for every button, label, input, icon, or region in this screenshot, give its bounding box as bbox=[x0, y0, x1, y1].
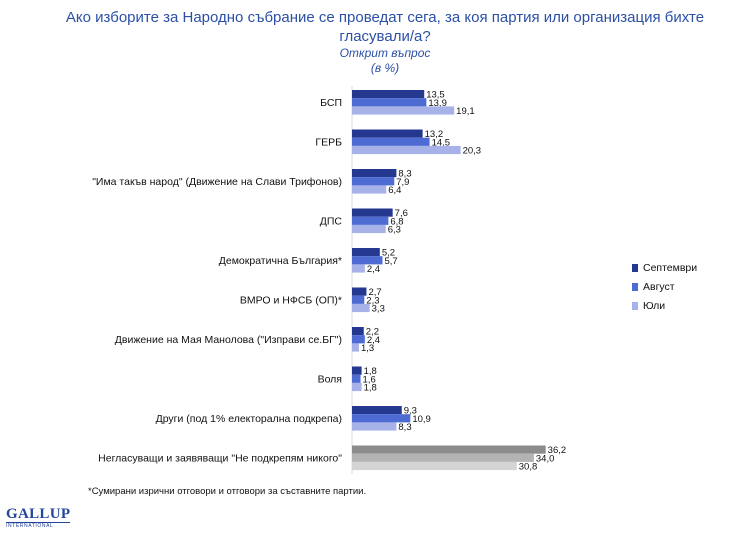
category-label: Движение на Мая Манолова ("Изправи се.БГ… bbox=[115, 334, 342, 346]
category-label: Негласуващи и заявяващи "Не подкрепям ни… bbox=[98, 452, 342, 464]
value-label: 30,8 bbox=[519, 462, 538, 473]
value-label: 19,1 bbox=[456, 106, 475, 117]
legend-swatch-august bbox=[632, 282, 638, 291]
value-label: 5,2 bbox=[382, 248, 395, 259]
value-label: 6,3 bbox=[388, 225, 401, 236]
title-block: Ако изборите за Народно събрание се пров… bbox=[40, 8, 730, 76]
bar-august bbox=[352, 374, 361, 383]
value-label: 14,5 bbox=[432, 137, 451, 148]
value-label: 13,9 bbox=[428, 98, 447, 109]
value-label: 7,6 bbox=[395, 208, 408, 219]
legend-label-july: Юли bbox=[643, 299, 666, 312]
bar-september bbox=[352, 327, 364, 336]
bar-august bbox=[352, 137, 430, 146]
bar-september bbox=[352, 366, 362, 375]
legend-label-august: Август bbox=[643, 280, 675, 293]
bar-august bbox=[352, 295, 365, 304]
logo-text: GALLUP bbox=[6, 506, 71, 522]
value-label: 8,3 bbox=[398, 422, 411, 433]
legend-item-september: Септември bbox=[632, 258, 712, 277]
value-label: 13,2 bbox=[425, 129, 444, 140]
value-label: 5,7 bbox=[384, 256, 397, 267]
value-label: 6,4 bbox=[388, 185, 401, 196]
value-label: 8,3 bbox=[398, 169, 411, 180]
bar-august bbox=[352, 453, 534, 462]
value-label: 2,4 bbox=[367, 335, 380, 346]
legend-item-july: Юли bbox=[632, 296, 712, 315]
value-label: 1,8 bbox=[364, 383, 377, 394]
logo-subtext: INTERNATIONAL bbox=[6, 522, 70, 529]
category-label: Воля bbox=[318, 373, 342, 385]
value-label: 36,2 bbox=[548, 445, 567, 456]
bar-september bbox=[352, 406, 402, 415]
bar-september bbox=[352, 208, 393, 217]
value-label: 10,9 bbox=[412, 414, 431, 425]
bar-july bbox=[352, 303, 370, 313]
legend-swatch-september bbox=[632, 263, 638, 272]
value-label: 2,2 bbox=[366, 327, 379, 338]
value-label: 9,3 bbox=[404, 406, 417, 417]
legend-swatch-july bbox=[632, 301, 638, 310]
legend-item-august: Август bbox=[632, 277, 712, 296]
bar-september bbox=[352, 287, 367, 296]
bar-july bbox=[352, 264, 365, 273]
category-label: ДПС bbox=[320, 215, 343, 227]
bar-august bbox=[352, 177, 395, 186]
value-label: 1,8 bbox=[364, 366, 377, 377]
bar-august bbox=[352, 256, 383, 265]
chart-subtitle-line1: Открит въпрос bbox=[339, 46, 431, 60]
category-label: ВМРО и НФСБ (ОП)* bbox=[240, 294, 342, 306]
bar-september bbox=[352, 129, 423, 138]
category-label: Демократична България* bbox=[219, 255, 342, 267]
chart-subtitle-line2: (в %) bbox=[370, 61, 400, 75]
value-label: 34,0 bbox=[536, 453, 555, 464]
bar-july bbox=[352, 145, 461, 155]
legend-label-september: Септември bbox=[643, 261, 698, 274]
gallup-logo: GALLUP INTERNATIONAL bbox=[6, 507, 70, 529]
bar-september bbox=[352, 169, 397, 178]
category-label: "Има такъв народ" (Движение на Слави Три… bbox=[92, 176, 342, 188]
value-label: 2,7 bbox=[368, 287, 381, 298]
value-label: 7,9 bbox=[396, 177, 409, 188]
bar-august bbox=[352, 216, 389, 225]
category-label: БСП bbox=[320, 97, 342, 109]
bar-august bbox=[352, 98, 427, 107]
bar-september bbox=[352, 445, 546, 454]
bar-august bbox=[352, 335, 365, 344]
value-label: 1,6 bbox=[363, 374, 376, 385]
bar-july bbox=[352, 461, 517, 471]
category-label: Други (под 1% електорална подкрепа) bbox=[156, 413, 342, 425]
footnote: *Сумирани изрични отговори и отговори за… bbox=[88, 486, 367, 497]
value-label: 20,3 bbox=[463, 146, 482, 157]
value-label: 13,5 bbox=[426, 90, 445, 101]
value-label: 6,8 bbox=[390, 216, 403, 227]
value-label: 2,3 bbox=[366, 295, 379, 306]
bar-july bbox=[352, 343, 359, 352]
value-label: 3,3 bbox=[372, 304, 385, 315]
bar-august bbox=[352, 414, 411, 423]
bar-july bbox=[352, 382, 362, 392]
chart-legend: Септември Август Юли bbox=[632, 258, 712, 315]
value-label: 1,3 bbox=[361, 343, 374, 354]
bar-september bbox=[352, 248, 380, 257]
bar-july bbox=[352, 422, 397, 431]
bar-july bbox=[352, 185, 387, 194]
bar-july bbox=[352, 106, 455, 115]
value-label: 2,4 bbox=[367, 264, 380, 275]
bar-september bbox=[352, 90, 425, 99]
bar-july bbox=[352, 224, 386, 234]
chart-title: Ако изборите за Народно събрание се пров… bbox=[65, 9, 705, 45]
category-label: ГЕРБ bbox=[315, 136, 342, 148]
